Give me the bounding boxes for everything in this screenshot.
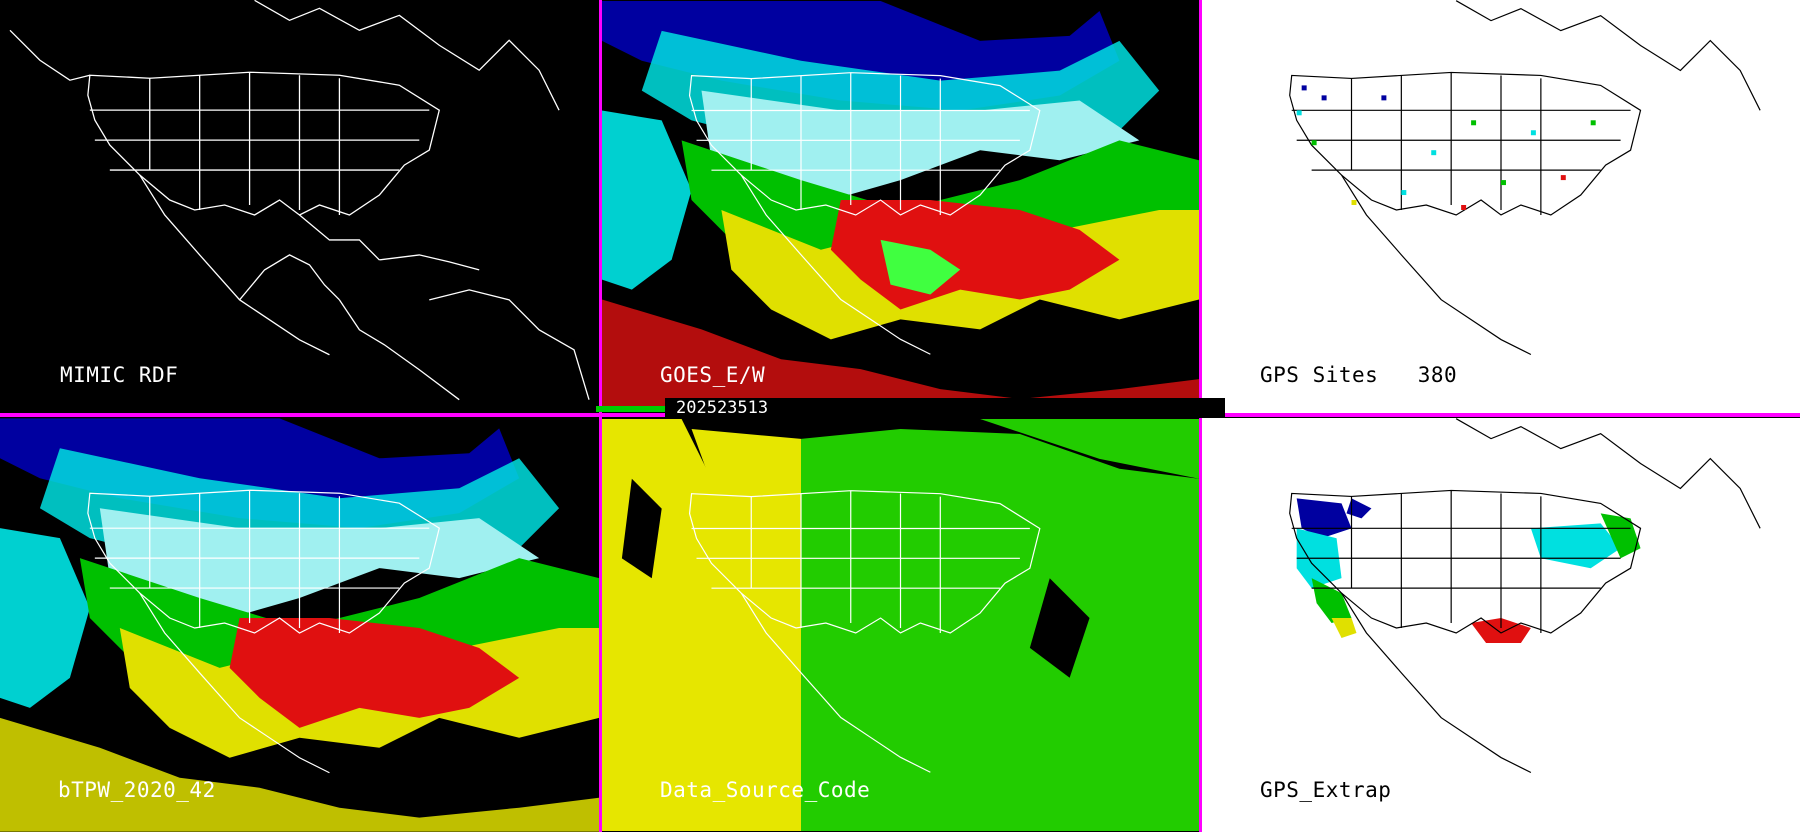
panel-mimic-rdf: MIMIC RDF bbox=[0, 0, 599, 413]
panel-goes-ew: GOES_E/W bbox=[602, 0, 1199, 413]
panel-gps-sites: GPS Sites 380 bbox=[1202, 0, 1800, 413]
gps-extrap-map bbox=[1289, 418, 1761, 774]
gps-site-map bbox=[1289, 0, 1761, 356]
tpw-field bbox=[0, 418, 599, 832]
source-code-field bbox=[602, 419, 1199, 831]
gps-site-markers bbox=[1296, 85, 1596, 210]
panel-data-source-code: Data_Source_Code bbox=[602, 418, 1199, 832]
panel-gps-extrap: GPS_Extrap bbox=[1202, 418, 1800, 832]
tpw-field bbox=[602, 1, 1199, 412]
map-outline bbox=[9, 0, 590, 401]
panel-label: GPS_Extrap bbox=[1260, 778, 1392, 802]
gps-sites-title: GPS Sites bbox=[1260, 363, 1379, 387]
gps-sites-count: 380 bbox=[1417, 363, 1458, 387]
panel-btpw: bTPW_2020_42 bbox=[0, 418, 599, 832]
panel-label: bTPW_2020_42 bbox=[58, 778, 216, 802]
panel-label: GOES_E/W bbox=[660, 363, 766, 387]
timestamp-accent bbox=[596, 406, 666, 412]
panel-label: Data_Source_Code bbox=[660, 778, 871, 802]
panel-label: MIMIC RDF bbox=[60, 363, 179, 387]
timestamp-bar bbox=[665, 398, 1225, 418]
panel-label: GPS Sites 380 bbox=[1260, 363, 1457, 387]
timestamp: 202523513 bbox=[676, 398, 769, 418]
